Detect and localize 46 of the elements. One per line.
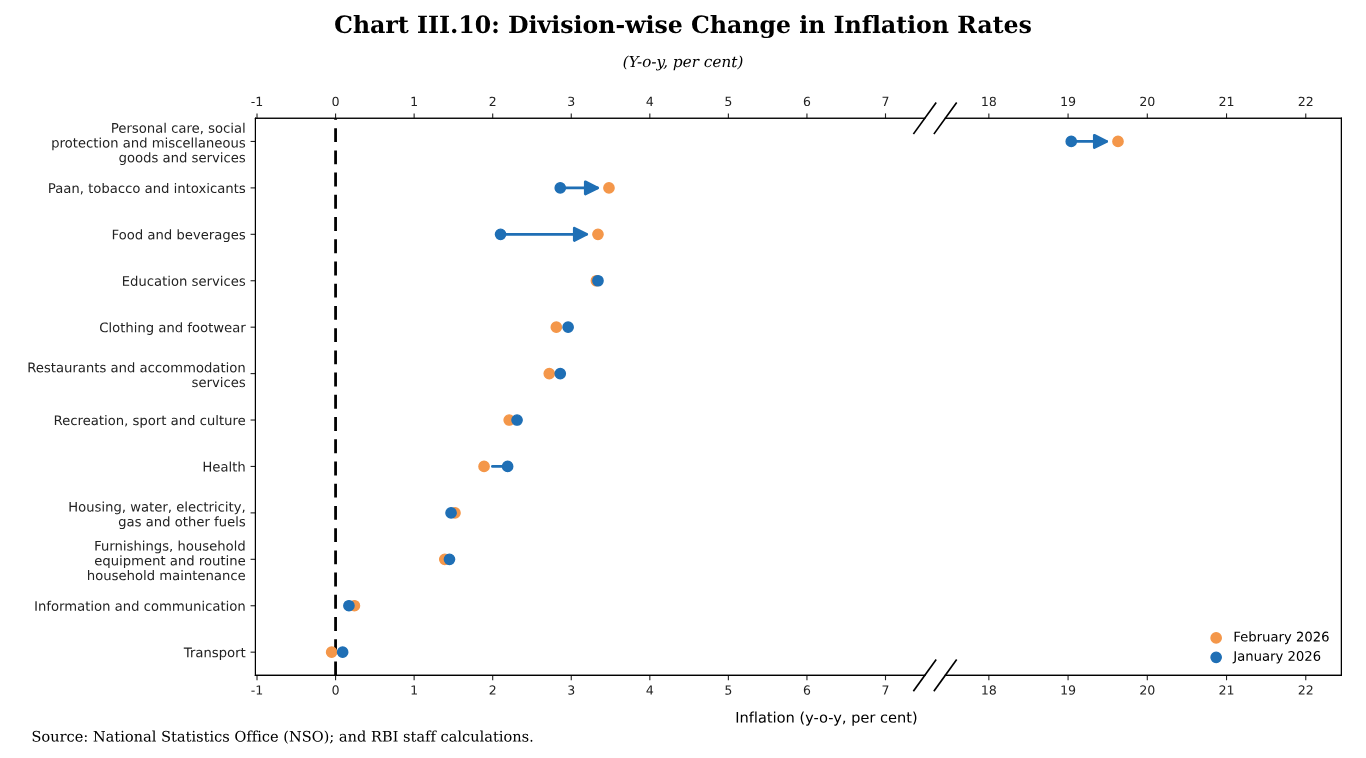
y-tick-label: Transport (183, 647, 246, 660)
x-tick-label: 6 (803, 685, 811, 695)
x2-tick-label: 18 (982, 96, 996, 107)
y-tick-label: Personal care, social protection and miscellaneous goods and services (52, 122, 246, 165)
x-tick-label: 4 (646, 685, 654, 695)
x-tick-label: 21 (1219, 685, 1234, 695)
x2-tick-label: 20 (1140, 96, 1155, 107)
x-tick-label: 19 (1061, 685, 1076, 695)
x2-tick-label: 3 (568, 96, 575, 107)
legend-label: January 2026 (1232, 650, 1321, 664)
y-tick-label: Furnishings, household equipment and routine household maintenance (88, 540, 246, 581)
x-tick-label: 5 (725, 685, 732, 695)
x2-tick-label: 4 (646, 96, 654, 106)
y-tick-label: Food and beverages (112, 229, 246, 243)
y-tick-label: Health (203, 461, 245, 472)
y-tick-label: Education services (122, 275, 246, 286)
y-tick-label: Restaurants and accommodation services (28, 362, 246, 388)
x2-tick-label: 21 (1219, 96, 1234, 106)
x-tick-label: 20 (1140, 685, 1155, 695)
x2-tick-label: 7 (882, 96, 889, 106)
chart-title: Chart III.10: Division-wise Change in Inflation Rates (335, 14, 1031, 39)
y-tick-label: Housing, water, electricity, gas and other fuels (69, 501, 246, 530)
y-tick-label: Information and communication (35, 600, 245, 611)
chart-subtitle: (Y-o-y, per cent) (623, 55, 743, 71)
x2-tick-label: 1 (411, 96, 417, 106)
x2-tick-label: 6 (803, 96, 811, 107)
y-tick-label: Paan, tobacco and intoxicants (49, 182, 246, 195)
x-axis-title: Inflation (y-o-y, per cent) (736, 711, 917, 726)
x2-tick-label: 2 (489, 96, 496, 106)
x-tick-label: -1 (251, 685, 263, 695)
x-tick-label: 1 (411, 685, 417, 695)
x-tick-label: 18 (982, 685, 996, 695)
x-tick-label: 2 (489, 685, 496, 695)
x-tick-label: 7 (882, 685, 889, 695)
x-tick-label: 3 (568, 685, 575, 695)
legend-label: February 2026 (1234, 631, 1329, 645)
x2-tick-label: 19 (1061, 96, 1076, 107)
x2-tick-label: 0 (332, 96, 339, 107)
y-tick-label: Clothing and footwear (99, 322, 246, 335)
x2-tick-label: 22 (1298, 96, 1313, 106)
x-tick-label: 0 (332, 685, 339, 695)
source-note: Source: National Statistics Office (NSO); and RBI staff calculations. (32, 730, 533, 744)
x2-tick-label: 5 (725, 96, 732, 107)
x2-tick-label: -1 (251, 96, 263, 106)
x-tick-label: 22 (1298, 685, 1313, 695)
y-tick-label: Recreation, sport and culture (54, 415, 246, 428)
